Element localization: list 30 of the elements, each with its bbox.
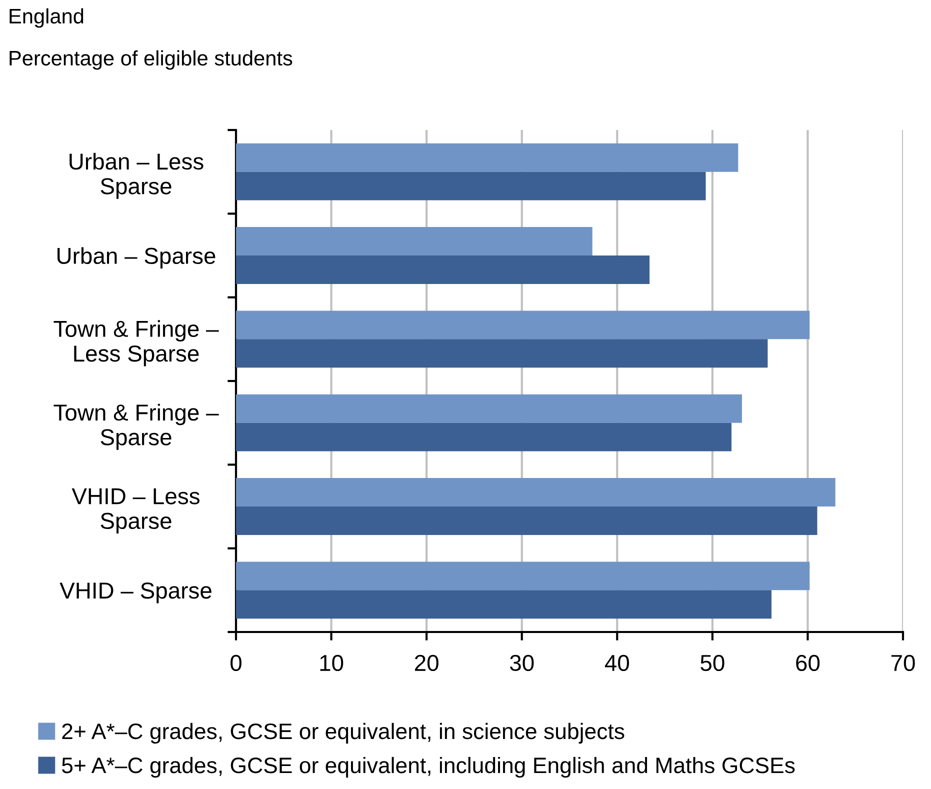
y-tick-label: Town & Fringe – Sparse xyxy=(54,404,219,450)
legend-label: 2+ A*–C grades, GCSE or equivalent, in science subjects xyxy=(62,722,624,744)
bar xyxy=(236,172,706,200)
x-tick-label: 70 xyxy=(891,654,915,672)
x-tick-label: 30 xyxy=(510,654,534,672)
y-tick-label: Urban – Sparse xyxy=(58,247,216,269)
text: England xyxy=(10,8,84,28)
legend-label: 5+ A*–C grades, GCSE or equivalent, including English and Maths GCSEs xyxy=(62,756,795,778)
bar xyxy=(236,590,772,619)
bar xyxy=(236,143,738,172)
y-tick-label: Town & Fringe – Less Sparse xyxy=(54,320,219,366)
bar xyxy=(236,256,650,284)
bar xyxy=(236,310,810,340)
bar xyxy=(236,227,592,256)
bar xyxy=(236,339,768,368)
x-tick-label: 0 xyxy=(230,654,242,672)
bar xyxy=(236,422,732,452)
bar xyxy=(236,394,742,423)
x-tick-label: 50 xyxy=(700,654,724,672)
bar xyxy=(236,478,836,506)
bar xyxy=(236,506,818,535)
x-tick-label: 60 xyxy=(796,654,820,672)
x-tick-label: 10 xyxy=(320,654,344,672)
y-tick-label: VHID – Less Sparse xyxy=(72,488,200,534)
bar xyxy=(236,562,810,590)
y-tick-label: VHID – Sparse xyxy=(60,582,212,604)
y-tick-label: Urban – Less Sparse xyxy=(70,152,204,199)
x-tick-label: 40 xyxy=(604,654,629,672)
x-tick-label: 20 xyxy=(414,654,438,672)
chart-subtitle: Percentage of eligible students xyxy=(10,50,292,70)
